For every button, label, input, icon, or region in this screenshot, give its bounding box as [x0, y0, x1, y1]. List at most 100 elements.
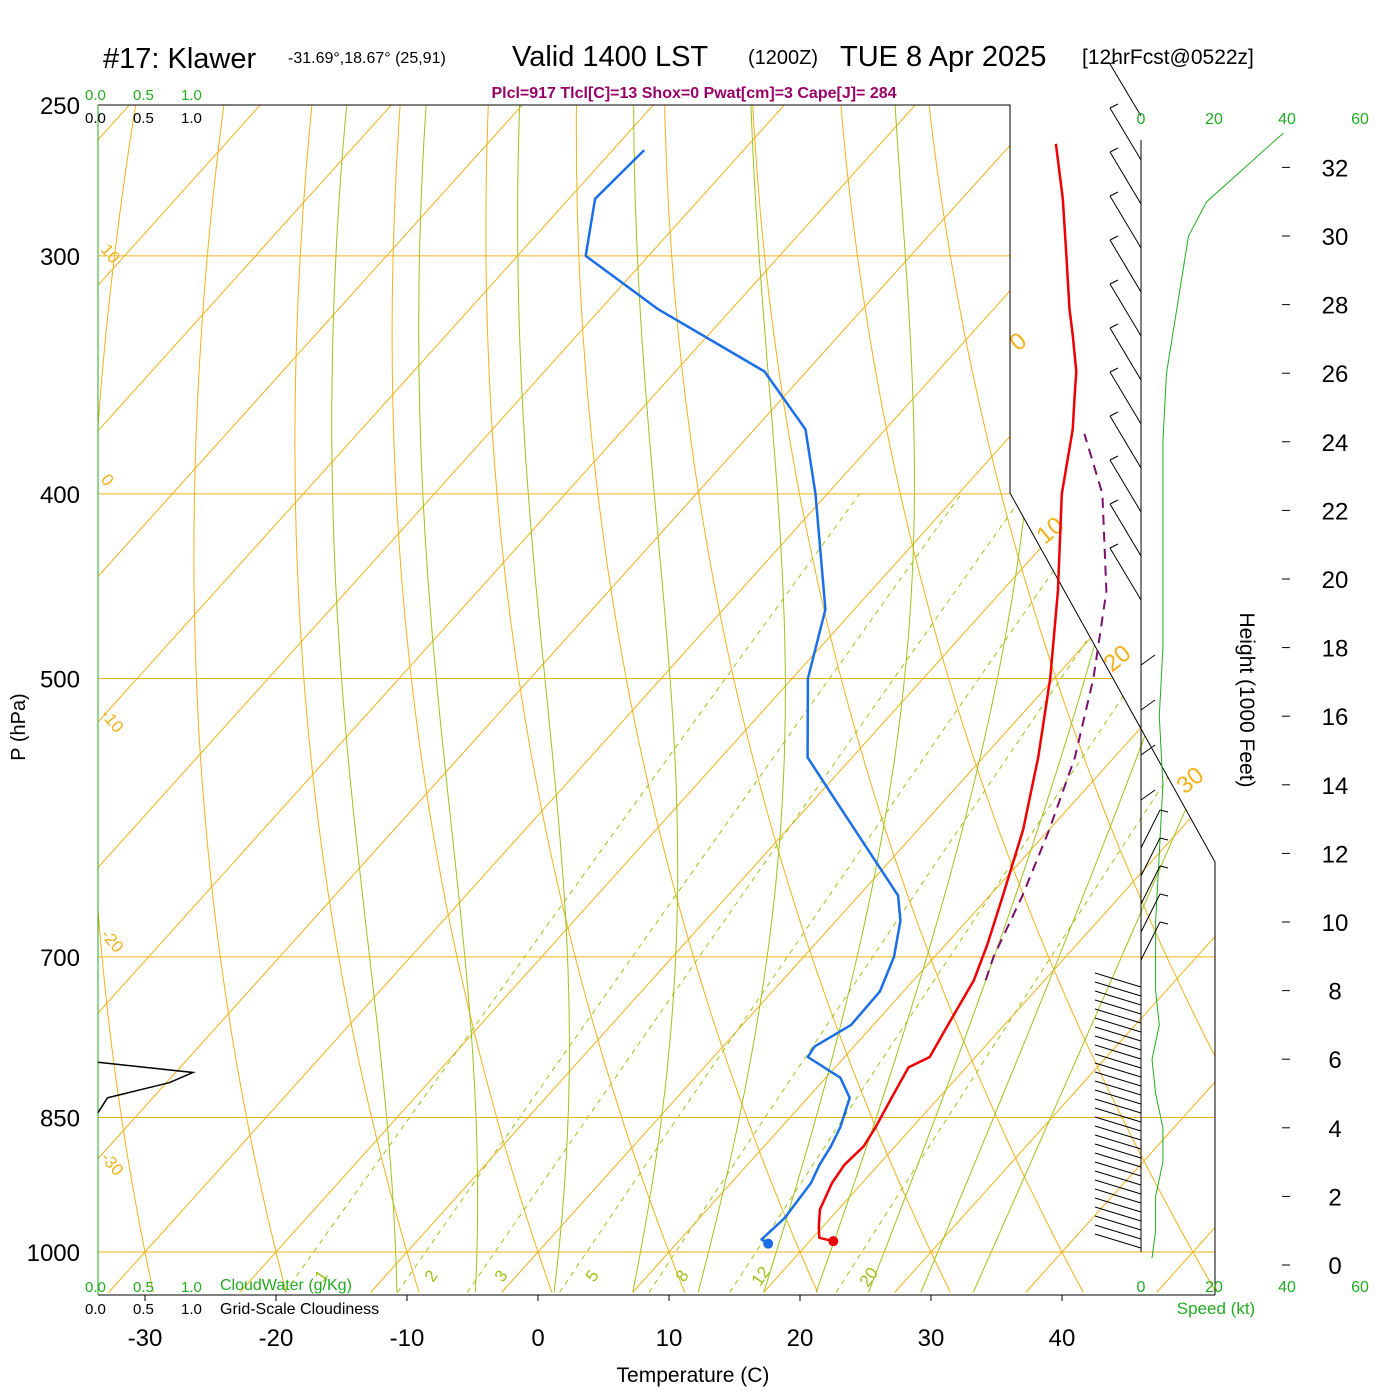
- isotherm-line: [763, 105, 1215, 1293]
- dry-adiabat-label-right: 0: [1005, 327, 1033, 356]
- height-tick-16: 16: [1322, 704, 1349, 731]
- moist-adiabat-line: [418, 105, 479, 1293]
- wind-barb: [1094, 1071, 1142, 1087]
- wind-barb: [1094, 1215, 1142, 1231]
- wind-barb-flag: [1109, 103, 1119, 109]
- wind-barb: [1109, 63, 1142, 117]
- cloudwater-scale-bottom: 0.0 0.5 1.0 CloudWater (g/Kg) 0.0 0.5 1.…: [85, 1277, 379, 1318]
- wind-barb: [1094, 1152, 1142, 1168]
- pressure-tick-850: 850: [40, 1106, 80, 1133]
- cloudiness-line: [97, 1061, 196, 1114]
- temperature-tick-10: 10: [656, 1325, 683, 1352]
- wind-barb: [1094, 1161, 1142, 1177]
- isotherm-lines: [98, 105, 1215, 1293]
- cw-top-2: 1.0: [181, 87, 202, 104]
- dewpoint-line: [584, 149, 902, 1245]
- wind-barb: [1109, 503, 1142, 557]
- mixing-ratio-label: 3: [491, 1267, 512, 1286]
- wind-barb: [1109, 459, 1142, 513]
- moist-adiabat-line: [972, 105, 1215, 1293]
- dry-adiabat-line: [98, 105, 154, 1293]
- moist-adiabat-line: [920, 105, 1215, 1293]
- wind-barb-flag: [1109, 543, 1119, 549]
- valid-date: TUE 8 Apr 2025: [840, 41, 1046, 73]
- dry-adiabat-label-left: -30: [97, 1148, 127, 1179]
- wind-barb: [1094, 1017, 1142, 1033]
- station-title: #17: Klawer: [103, 43, 256, 75]
- cl-bot-2: 1.0: [181, 1301, 202, 1318]
- dry-adiabat-line: [1012, 105, 1215, 1293]
- isotherm-line: [370, 105, 1215, 1293]
- cl-bot-0: 0.0: [85, 1301, 106, 1318]
- height-tick-2: 2: [1328, 1184, 1341, 1211]
- height-tick-18: 18: [1322, 636, 1349, 663]
- moist-adiabat-line: [331, 105, 398, 1293]
- dry-adiabat-label-left: 0: [97, 470, 118, 489]
- dry-adiabat-line: [837, 105, 1215, 1293]
- wind-barb: [1094, 1089, 1142, 1105]
- wind-barb: [1094, 999, 1142, 1015]
- dry-adiabat-label-right: 20: [1099, 640, 1137, 678]
- cw-top-0: 0.0: [85, 87, 106, 104]
- isotherm-line: [98, 105, 947, 1293]
- temperature-tick-20: 20: [787, 1325, 814, 1352]
- ws-bot-1: 20: [1205, 1279, 1223, 1296]
- cw-top-1: 0.5: [133, 87, 154, 104]
- wind-barb: [1094, 1035, 1142, 1051]
- cloudiness-profile: [97, 1061, 196, 1114]
- wind-speed-label: Speed (kt): [1177, 1299, 1255, 1318]
- wind-barb-flag: [1109, 235, 1119, 241]
- parcel-line: [984, 433, 1108, 981]
- wind-barb: [1109, 283, 1142, 337]
- height-tick-10: 10: [1322, 910, 1349, 937]
- wind-barb-flag: [1109, 323, 1119, 329]
- cloudwater-label: CloudWater (g/Kg): [220, 1277, 352, 1294]
- dry-adiabat-line: [391, 105, 553, 1293]
- cl-top-0: 0.0: [85, 110, 106, 127]
- wind-barb: [1094, 1080, 1142, 1096]
- wind-barb: [1140, 654, 1156, 666]
- height-tick-22: 22: [1322, 498, 1349, 525]
- wind-barb-flag: [1109, 147, 1119, 153]
- height-tick-6: 6: [1328, 1047, 1341, 1074]
- wind-barb: [1094, 1044, 1142, 1060]
- isotherm-line: [98, 105, 554, 1293]
- cw-bot-0: 0.0: [85, 1279, 106, 1296]
- wind-barb: [1094, 1116, 1142, 1132]
- height-tick-12: 12: [1322, 841, 1349, 868]
- dry-adiabat-line: [924, 105, 1215, 1293]
- sounding-profiles: [584, 143, 1108, 1249]
- ws-top-0: 0: [1137, 111, 1146, 128]
- dry-adiabat-label-left: -10: [97, 705, 127, 736]
- mixing-ratio-line-8: [648, 493, 1188, 1293]
- isotherm-line: [98, 105, 816, 1293]
- wind-barb: [1109, 151, 1142, 205]
- utc-time: (1200Z): [748, 47, 818, 69]
- temperature-line: [817, 143, 1078, 1243]
- dry-adiabat-line: [294, 105, 420, 1293]
- dry-adiabat-line: [750, 105, 1084, 1293]
- mixing-ratio-label: 5: [582, 1267, 603, 1286]
- wind-barb: [1094, 1170, 1142, 1186]
- temperature-tick-labels: -30 -20 -10 0 10 20 30 40: [128, 1295, 1075, 1352]
- ws-bot-0: 0: [1137, 1279, 1146, 1296]
- wind-barb-flag: [1109, 279, 1119, 285]
- moist-adiabat-line: [815, 105, 1039, 1293]
- dry-adiabat-line: [1274, 71, 1400, 1292]
- wind-barb: [1140, 893, 1161, 933]
- ws-top-3: 60: [1351, 111, 1369, 128]
- pressure-tick-250: 250: [40, 93, 80, 120]
- plot-frame: [98, 104, 1216, 1295]
- wind-barb: [1109, 107, 1142, 161]
- ws-top-1: 20: [1205, 111, 1223, 128]
- forecast-info: [12hrFcst@0522z]: [1082, 46, 1254, 69]
- wind-barb-flag: [1159, 837, 1169, 841]
- wind-barb: [1094, 1026, 1142, 1042]
- wind-barb: [1094, 1008, 1142, 1024]
- moist-adiabat-line: [517, 105, 570, 1293]
- pressure-tick-700: 700: [40, 945, 80, 972]
- surface-temperature-point: [828, 1236, 839, 1247]
- wind-barb-flag: [1109, 499, 1119, 505]
